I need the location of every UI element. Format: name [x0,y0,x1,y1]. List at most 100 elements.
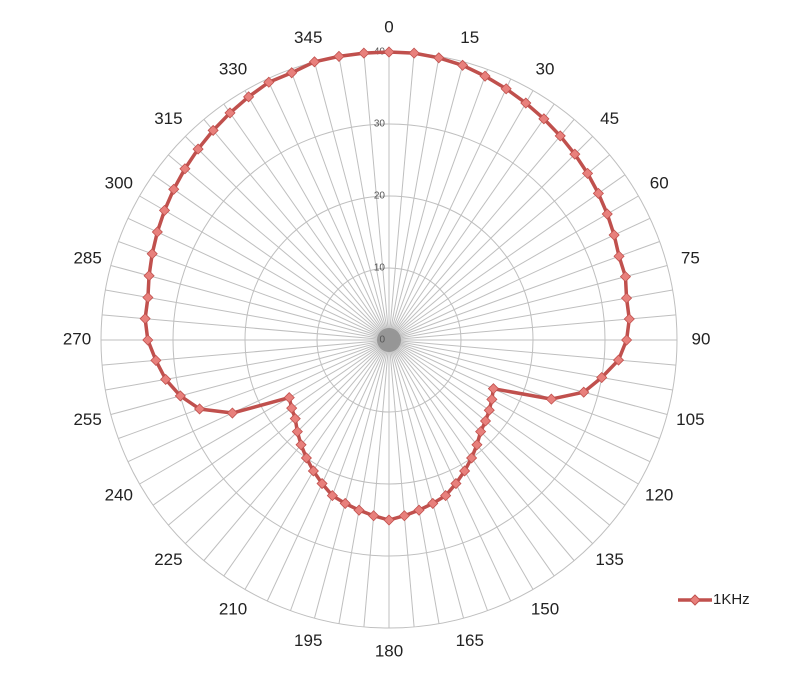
category-label: 45 [600,109,619,128]
marker [243,91,255,103]
marker [143,270,155,282]
marker [398,510,410,522]
marker [471,439,483,451]
spoke [388,53,415,341]
spoke [388,339,639,485]
spoke [313,61,390,341]
marker [440,490,452,502]
category-label: 210 [219,600,247,619]
category-label: 15 [460,28,479,47]
marker [592,187,604,199]
marker [621,334,633,346]
spoke [168,154,390,341]
category-label: 240 [105,485,133,504]
category-label: 60 [650,173,669,192]
spoke [313,339,390,619]
marker [263,76,275,88]
spoke [223,103,390,341]
marker [427,497,439,510]
marker [333,50,345,62]
spoke [388,78,512,341]
spoke [388,339,575,561]
marker [179,163,191,175]
marker [413,504,425,516]
spoke [388,119,575,341]
marker [408,47,420,59]
spoke [388,154,610,341]
category-label: 150 [531,600,559,619]
marker [307,465,319,477]
category-label: 300 [105,173,133,192]
marker [224,107,236,119]
spoke [388,174,626,341]
spoke [388,339,668,416]
spoke [290,339,390,611]
r-tick-label: 0 [379,335,385,346]
spoke [388,195,639,341]
spoke [388,339,488,611]
spoke [363,53,390,341]
category-label: 345 [294,28,322,47]
marker [581,167,594,179]
marker [146,248,158,260]
spoke [363,339,390,627]
marker [619,271,632,283]
spoke [388,217,651,341]
spoke [110,339,390,416]
spoke [266,78,390,341]
marker [383,46,395,58]
spoke [388,339,440,624]
spoke [105,339,390,391]
marker [207,124,219,136]
marker [479,415,492,427]
r-tick-label: 30 [374,119,386,130]
marker [353,504,365,516]
marker [466,452,478,464]
marker [160,373,172,385]
spoke [388,339,660,439]
spoke [388,339,594,545]
category-label: 30 [536,59,555,78]
spoke [266,339,390,602]
spoke [388,339,512,602]
category-label: 120 [645,485,673,504]
marker [520,97,532,109]
spoke [110,264,390,341]
marker [620,292,633,304]
spoke [244,339,390,590]
marker [457,59,469,71]
marker [158,204,171,216]
spoke [388,241,660,341]
marker [483,404,495,416]
marker [554,130,566,142]
spoke [127,339,390,463]
category-label: 165 [456,631,484,650]
category-label: 255 [73,410,101,429]
category-label: 285 [73,249,101,268]
marker [291,426,303,438]
spoke [388,339,415,627]
marker [538,113,550,125]
marker [479,70,491,82]
category-label: 90 [692,329,711,348]
legend-marker [689,594,701,606]
spoke [388,339,676,366]
marker [168,183,180,195]
legend-label: 1KHz [713,591,750,608]
marker [174,390,186,402]
spoke [388,339,673,391]
spoke [168,339,390,526]
marker [151,226,163,238]
spoke [118,241,390,341]
category-label: 0 [384,17,393,36]
marker [623,313,635,325]
marker [139,313,151,325]
category-label: 135 [595,550,623,569]
marker [475,426,487,438]
marker [433,52,445,64]
category-label: 330 [219,59,247,78]
spoke [388,339,610,526]
marker [308,56,321,68]
spoke [139,195,390,341]
marker [295,439,307,451]
